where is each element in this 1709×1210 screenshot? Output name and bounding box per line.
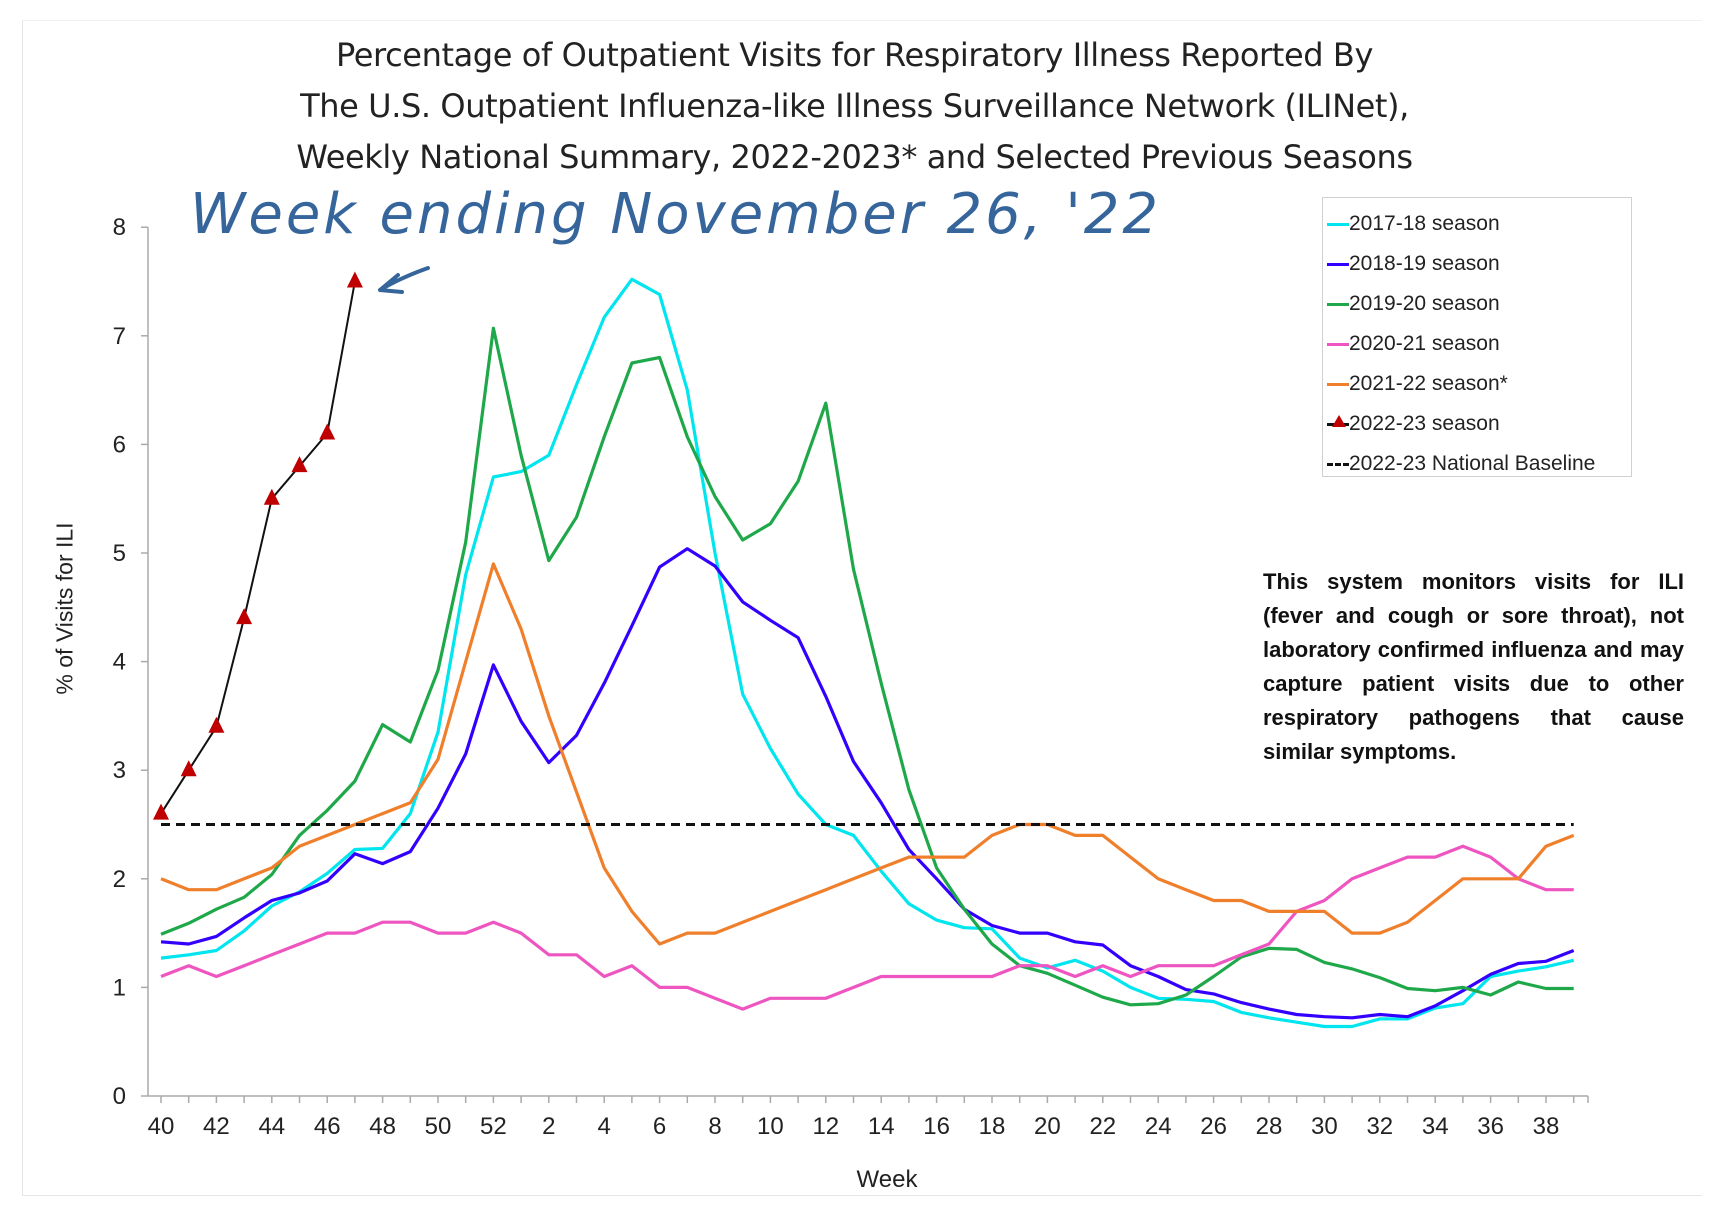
x-tick-label: 42 xyxy=(203,1113,230,1140)
handwritten-annotation: Week ending November 26, '22 xyxy=(190,182,1162,247)
x-tick-label: 48 xyxy=(369,1113,396,1140)
annotation-arrow-icon xyxy=(378,266,430,294)
chart-title-line-3: Weekly National Summary, 2022-2023* and … xyxy=(296,138,1413,176)
data-point-2022-23-season xyxy=(153,803,169,820)
legend-swatch xyxy=(1327,262,1349,266)
x-tick-label: 36 xyxy=(1477,1113,1504,1140)
legend-label: 2022-23 National Baseline xyxy=(1349,452,1596,475)
chart-title: Percentage of Outpatient Visits for Resp… xyxy=(0,30,1709,183)
legend-item-2021-22: 2021-22 season* xyxy=(1323,364,1631,404)
data-point-2022-23-season xyxy=(180,760,197,777)
series-line-2017-18-season xyxy=(160,277,1575,1029)
x-tick-label: 28 xyxy=(1256,1113,1283,1140)
y-axis-label: % of Visits for ILI xyxy=(51,522,78,695)
data-point-2022-23-season xyxy=(319,423,336,440)
legend-swatch xyxy=(1327,414,1349,427)
legend-label: 2021-22 season* xyxy=(1349,372,1508,395)
x-tick-label: 22 xyxy=(1089,1113,1116,1140)
legend-item-2022-23: 2022-23 season xyxy=(1323,404,1631,444)
x-tick-label: 20 xyxy=(1034,1113,1061,1140)
x-axis-label: Week xyxy=(856,1166,918,1193)
x-tick-label: 52 xyxy=(480,1113,507,1140)
legend-label: 2018-19 season xyxy=(1349,252,1500,275)
legend-label: 2022-23 season xyxy=(1349,412,1500,435)
surveillance-note: This system monitors visits for ILI (fev… xyxy=(1263,569,1684,764)
legend-swatch xyxy=(1327,302,1349,306)
x-tick-label: 26 xyxy=(1200,1113,1227,1140)
x-tick-label: 4 xyxy=(598,1113,611,1140)
x-tick-label: 32 xyxy=(1366,1113,1393,1140)
triangle-marker-icon xyxy=(1332,414,1346,427)
x-tick-label: 8 xyxy=(708,1113,721,1140)
series-line-2018-19-season xyxy=(160,547,1575,1020)
x-tick-label: 30 xyxy=(1311,1113,1338,1140)
x-tick-label: 18 xyxy=(979,1113,1006,1140)
legend-item-2019-20: 2019-20 season xyxy=(1323,284,1631,324)
x-tick-label: 46 xyxy=(314,1113,341,1140)
chart-title-line-2: The U.S. Outpatient Influenza-like Illne… xyxy=(300,87,1409,125)
legend-swatch xyxy=(1327,222,1349,226)
y-tick-label: 4 xyxy=(113,649,126,676)
data-point-2022-23-season xyxy=(208,716,225,733)
y-tick-label: 2 xyxy=(113,866,126,893)
legend: 2017-18 season 2018-19 season 2019-20 se… xyxy=(1322,197,1632,477)
legend-label: 2019-20 season xyxy=(1349,292,1500,315)
series-line-2021-22-season xyxy=(160,562,1575,946)
data-point-2022-23-season xyxy=(236,608,253,625)
y-tick-label: 0 xyxy=(113,1083,126,1110)
legend-item-2020-21: 2020-21 season xyxy=(1323,324,1631,364)
x-tick-label: 10 xyxy=(757,1113,784,1140)
y-tick-label: 5 xyxy=(113,540,126,567)
x-tick-label: 6 xyxy=(653,1113,666,1140)
data-point-2022-23-season xyxy=(263,488,280,505)
x-tick-label: 24 xyxy=(1145,1113,1172,1140)
x-tick-label: 50 xyxy=(425,1113,452,1140)
chart-title-line-1: Percentage of Outpatient Visits for Resp… xyxy=(335,36,1374,74)
series-line-2020-21-season xyxy=(160,844,1574,1011)
x-tick-label: 34 xyxy=(1422,1113,1449,1140)
y-tick-label: 3 xyxy=(113,757,126,784)
legend-swatch xyxy=(1327,342,1349,346)
series-line-2022-23-season xyxy=(160,281,356,815)
y-tick-label: 6 xyxy=(113,431,126,458)
frame-left-border xyxy=(22,20,23,1195)
legend-label: 2020-21 season xyxy=(1349,332,1500,355)
legend-item-baseline: 2022-23 National Baseline xyxy=(1323,444,1631,484)
frame-bottom-border xyxy=(22,1195,1702,1196)
x-tick-label: 12 xyxy=(812,1113,839,1140)
y-tick-label: 7 xyxy=(113,323,126,350)
legend-item-2018-19: 2018-19 season xyxy=(1323,244,1631,284)
x-tick-label: 14 xyxy=(868,1113,895,1140)
legend-swatch xyxy=(1327,382,1349,386)
data-point-2022-23-season xyxy=(346,271,363,288)
data-point-2022-23-season xyxy=(291,456,308,473)
frame-top-border xyxy=(22,20,1702,21)
legend-swatch xyxy=(1327,462,1349,466)
x-tick-label: 16 xyxy=(923,1113,950,1140)
x-tick-label: 2 xyxy=(542,1113,555,1140)
y-tick-label: 8 xyxy=(113,214,126,241)
y-tick-label: 1 xyxy=(113,974,126,1001)
x-tick-label: 38 xyxy=(1533,1113,1560,1140)
series-line-2019-20-season xyxy=(160,326,1574,1007)
x-tick-label: 40 xyxy=(148,1113,175,1140)
x-tick-label: 44 xyxy=(258,1113,285,1140)
legend-label: 2017-18 season xyxy=(1349,212,1500,235)
legend-item-2017-18: 2017-18 season xyxy=(1323,204,1631,244)
